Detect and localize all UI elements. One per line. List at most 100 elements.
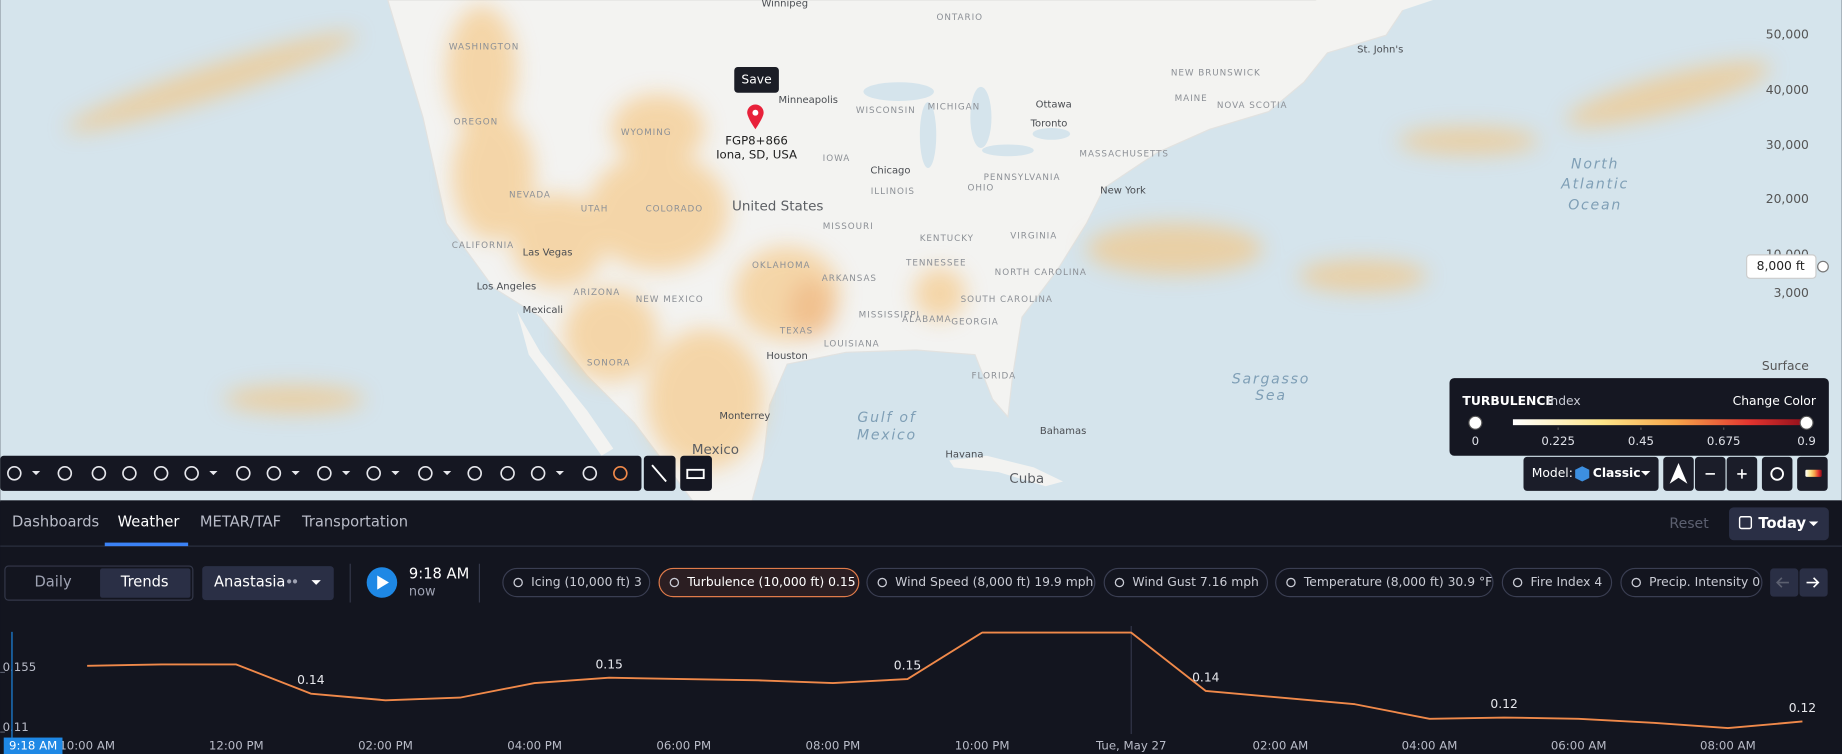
model-value: Classic [1593,466,1641,480]
map-label: VIRGINIA [1010,232,1057,242]
map-label: New York [1100,185,1146,196]
map-label: MISSISSIPPI [859,310,920,320]
map-label: Las Vegas [523,248,573,259]
tab[interactable]: Weather [118,514,181,531]
map-label: NEVADA [509,190,551,200]
chip-row: Icing (10,000 ft) 3 Turbulence (10,000 ft… [502,567,1767,598]
tab[interactable]: METAR/TAF [200,514,281,531]
map-label: Los Angeles [477,282,537,293]
active-tab-underline [104,542,189,547]
tool-button[interactable] [57,466,73,481]
x-tick-label: 02:00 AM [1253,738,1309,752]
map-label: MICHIGAN [928,102,980,112]
value-label: 0.12 [1490,697,1517,711]
tool-button[interactable] [500,466,515,481]
map-label: ARIZONA [573,288,620,298]
legend-tick-label: 0.225 [1541,434,1575,448]
legend-tick-label: 0.45 [1628,434,1654,448]
tool-button[interactable] [122,466,137,481]
tool-button[interactable] [467,466,482,481]
current-time-label: 9:18 AM [9,738,57,752]
caret [311,580,321,585]
model-icon [1575,466,1590,482]
map-label: WYOMING [621,128,672,138]
tab[interactable]: Transportation [301,514,408,531]
today-label: Today [1758,515,1806,532]
x-tick-label: 12:00 PM [209,738,264,752]
tool-button[interactable] [236,466,251,481]
altitude-bubble[interactable] [1746,254,1817,279]
location-select[interactable] [202,566,334,601]
altitude-handle[interactable] [1817,260,1829,273]
map-label: Bahamas [1040,426,1086,437]
model-select[interactable] [1523,456,1659,491]
chip-icon [1631,577,1641,588]
tool-button[interactable] [184,466,199,481]
change-color[interactable]: Change Color [1733,394,1817,408]
legend-title: TURBULENCE [1462,394,1553,408]
tool-button[interactable] [91,466,107,481]
x-tick-label: 04:00 AM [1402,738,1458,752]
tab[interactable]: Dashboards [12,514,99,531]
tool-button[interactable] [582,466,598,481]
legend-box [1449,378,1829,456]
map-label: Mexicali [523,305,563,316]
chip-icon [1114,577,1125,588]
value-label: 0.14 [297,673,325,687]
tool-button[interactable] [7,466,22,481]
view-option[interactable]: Daily [35,574,72,591]
altitude-tick: 30,000 [1766,138,1809,152]
save-tooltip[interactable] [734,66,779,93]
legend-handle[interactable] [1799,415,1814,430]
map-label: OREGON [454,118,499,128]
metric-chip[interactable] [1103,567,1269,598]
legend-tick-label: 0.675 [1707,434,1741,448]
tool-button[interactable] [366,466,381,481]
metric-chip[interactable] [658,567,860,598]
reset-button[interactable]: Reset [1669,516,1709,532]
metric-chip[interactable] [1501,567,1613,598]
metric-chip[interactable] [866,567,1096,598]
altitude-tick: 20,000 [1766,192,1809,206]
map-label: ARKANSAS [822,274,877,284]
time-clock: 9:18 AM [409,565,469,582]
map-label: GEORGIA [951,317,998,327]
y-tick-label: 0.155 [3,660,37,674]
map-label: Mexico [692,442,739,458]
tool-button[interactable] [530,466,546,481]
map-label: Cuba [1009,471,1044,487]
location-name: Anastasia [214,574,285,591]
great-lakes [863,82,1071,168]
chip-label: Precip. Intensity 0 i [1649,575,1767,589]
save-button[interactable]: Save [741,72,771,86]
altitude-tick: 40,000 [1766,83,1809,97]
metric-chip[interactable] [1275,567,1494,598]
map-label: Atlantic [1560,176,1629,192]
map-label: MASSACHUSETTS [1079,149,1169,159]
value-label: 0.15 [595,657,622,671]
tool-button[interactable] [613,466,628,481]
caret [1808,521,1819,527]
altitude-selected: 8,000 ft [1757,259,1805,273]
chip-icon [1512,577,1523,588]
metric-chip[interactable] [502,567,651,598]
x-tick-label: 04:00 PM [507,738,562,752]
legend-handle[interactable] [1468,415,1483,430]
today-button[interactable] [1729,507,1829,541]
bottom-panel [0,500,1842,754]
tool-button[interactable] [680,455,712,491]
map-button[interactable] [1761,456,1793,491]
map-label: NEW BRUNSWICK [1171,68,1261,78]
metric-chip[interactable] [1620,567,1763,598]
tool-button[interactable] [317,466,332,481]
view-option[interactable]: Trends [120,574,169,591]
map-pin[interactable] [747,104,764,130]
tool-button[interactable] [418,466,433,481]
trend-line [87,631,1803,730]
turbulence-layer [66,5,1771,470]
tool-button[interactable] [266,466,282,481]
tool-button[interactable] [153,466,169,481]
value-label: 0.12 [1789,701,1816,715]
chip-label: Icing (10,000 ft) 3 [531,575,642,589]
caret [555,470,564,476]
